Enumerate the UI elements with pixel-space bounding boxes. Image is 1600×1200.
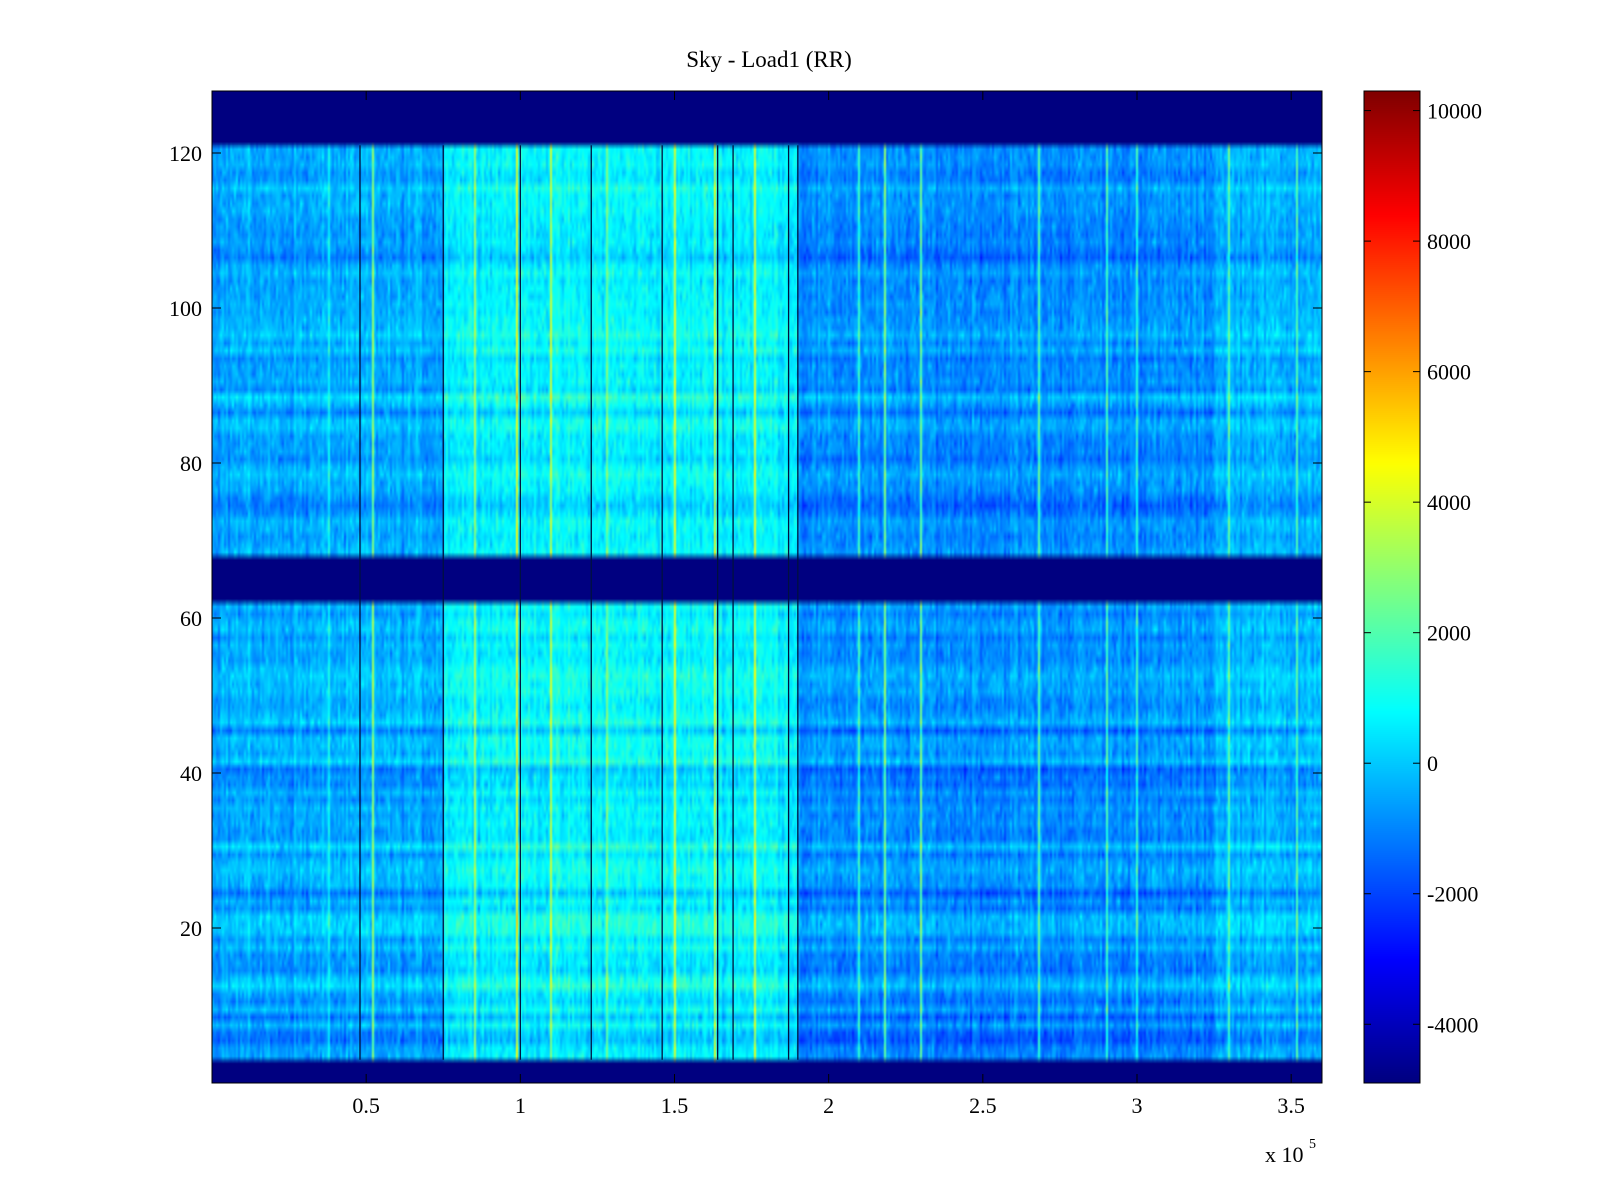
colorbar-tick-label: 6000	[1427, 360, 1471, 385]
plot-frame	[211, 90, 1323, 1084]
heatmap-image	[212, 91, 1322, 1083]
x-multiplier-exponent: 5	[1309, 1137, 1316, 1152]
x-multiplier: x 10 5	[1265, 1137, 1316, 1167]
x-tick-label: 1.5	[661, 1093, 689, 1118]
x-tick-label: 2.5	[969, 1093, 997, 1118]
x-tick-label: 3	[1132, 1093, 1143, 1118]
x-tick-label: 1	[515, 1093, 526, 1118]
colorbar-tick-label: -4000	[1427, 1012, 1478, 1037]
y-tick-label: 20	[180, 916, 202, 941]
dark-vertical-lines	[359, 145, 799, 1060]
plot-area: 0.5 1 1.5 2 2.5 3 3.5 20 40 60 80 100 120 x 10 5	[169, 90, 1323, 1167]
x-multiplier-base: x 10	[1265, 1142, 1304, 1167]
chart-title: Sky - Load1 (RR)	[686, 47, 851, 72]
x-axis: 0.5 1 1.5 2 2.5 3 3.5	[352, 91, 1305, 1118]
y-tick-label: 80	[180, 451, 202, 476]
colorbar-tick-label: 4000	[1427, 490, 1471, 515]
colorbar-tick-label: 2000	[1427, 621, 1471, 646]
y-axis: 20 40 60 80 100 120	[169, 141, 1322, 941]
colorbar-tick-label: 8000	[1427, 229, 1471, 254]
y-tick-label: 40	[180, 761, 202, 786]
colorbar-axis: 10000 8000 6000 4000 2000 0 -2000 -4000	[1364, 99, 1482, 1037]
x-tick-label: 2	[823, 1093, 834, 1118]
colorbar-tick-label: -2000	[1427, 882, 1478, 907]
colorbar-tick-label: 10000	[1427, 99, 1482, 124]
colorbar-tick-label: 0	[1427, 751, 1438, 776]
colorbar-frame	[1363, 90, 1421, 1084]
y-tick-label: 60	[180, 606, 202, 631]
colorbar-gradient	[1364, 91, 1420, 1083]
y-tick-label: 100	[169, 296, 202, 321]
x-tick-label: 0.5	[352, 1093, 380, 1118]
y-tick-label: 120	[169, 141, 202, 166]
x-tick-label: 3.5	[1277, 1093, 1305, 1118]
colorbar: 10000 8000 6000 4000 2000 0 -2000 -4000	[1363, 90, 1482, 1084]
